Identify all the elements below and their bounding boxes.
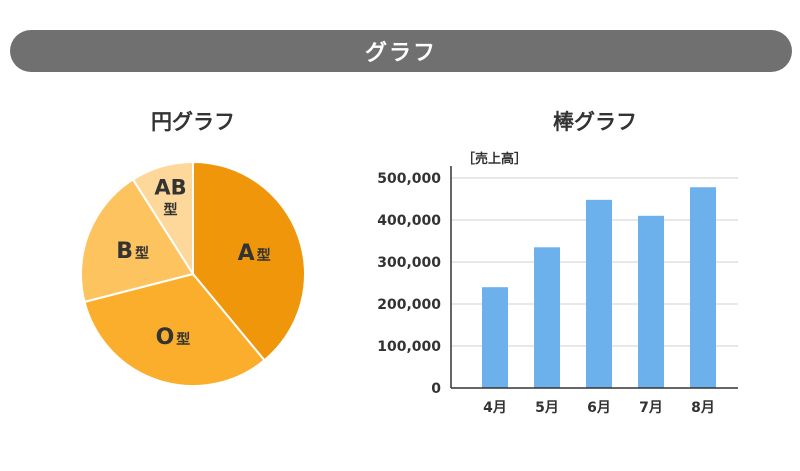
bar-2 <box>534 247 560 388</box>
header-bar: グラフ <box>10 30 792 72</box>
pie-chart-title: 円グラフ <box>151 110 235 134</box>
pie-slice-a <box>192 160 306 362</box>
y-axis-label: ［売上高］ <box>462 151 527 167</box>
x-tick-label: 8月 <box>691 400 715 416</box>
x-tick-label: 5月 <box>535 400 559 416</box>
y-tick-label: 0 <box>431 381 441 397</box>
bar-chart-title: 棒グラフ <box>553 110 637 134</box>
y-tick-label: 400,000 <box>377 213 441 229</box>
pie-label-ab: AB <box>154 176 186 200</box>
pie-slice-b <box>80 178 195 304</box>
bar-5 <box>690 187 716 388</box>
y-tick-label: 500,000 <box>377 171 441 187</box>
x-tick-label: 4月 <box>483 400 507 416</box>
y-tick-label: 200,000 <box>377 297 441 313</box>
header-title: グラフ <box>364 41 437 66</box>
x-tick-label: 7月 <box>639 400 663 416</box>
y-tick-label: 300,000 <box>377 255 441 271</box>
pie-label-suffix-ab: 型 <box>164 202 178 219</box>
x-tick-label: 6月 <box>587 400 611 416</box>
y-tick-label: 100,000 <box>377 339 441 355</box>
bar-4 <box>638 215 664 388</box>
pie-slice-ab <box>131 160 194 278</box>
pie-slice-o <box>83 272 266 387</box>
bar-1 <box>482 287 508 388</box>
bar-3 <box>586 199 612 388</box>
